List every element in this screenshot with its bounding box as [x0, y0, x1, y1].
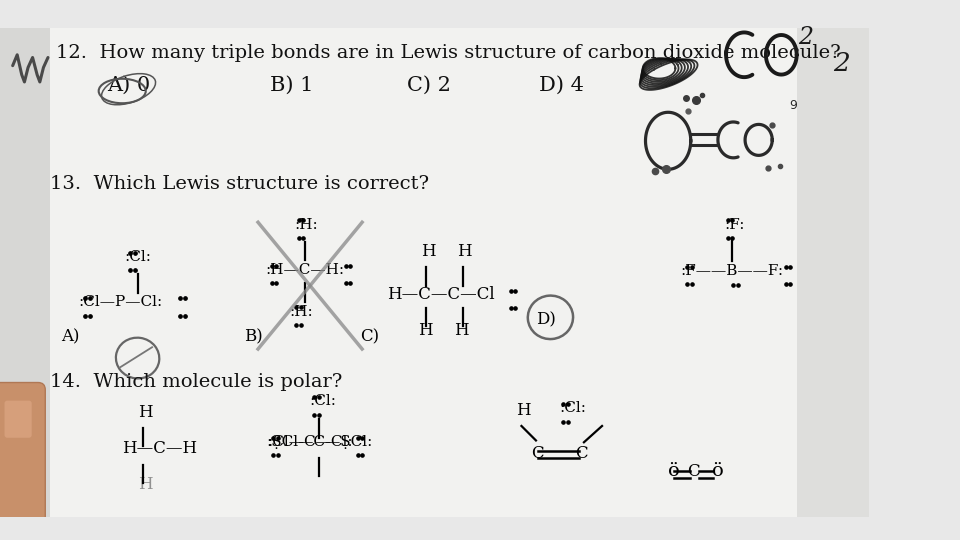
Text: C): C) [360, 329, 379, 346]
Text: :F:: :F: [724, 218, 745, 232]
Text: :Cl:: :Cl: [310, 394, 337, 408]
Text: 13.  Which Lewis structure is correct?: 13. Which Lewis structure is correct? [50, 175, 429, 193]
Text: H: H [419, 322, 433, 340]
Text: 12.  How many triple bonds are in Lewis structure of carbon dioxide molecule?: 12. How many triple bonds are in Lewis s… [56, 44, 841, 62]
Text: A) 0: A) 0 [107, 76, 150, 95]
Text: :H:: :H: [290, 305, 314, 319]
Text: C: C [575, 444, 588, 462]
Text: :Cl—P—Cl:: :Cl—P—Cl: [79, 295, 163, 309]
Text: H: H [457, 243, 471, 260]
Text: C: C [532, 444, 544, 462]
Text: ,: , [763, 32, 769, 50]
Text: :H:: :H: [294, 218, 318, 232]
Text: C: C [687, 463, 700, 480]
Text: :F——B——F:: :F——B——F: [681, 264, 784, 278]
FancyBboxPatch shape [5, 401, 32, 438]
Text: D) 4: D) 4 [539, 76, 584, 95]
Text: H: H [137, 476, 153, 494]
Text: :Cl:: :Cl: [124, 250, 151, 264]
Text: H—C—C—Cl: H—C—C—Cl [388, 286, 495, 303]
Text: 2: 2 [833, 51, 850, 76]
Text: ö: ö [668, 462, 680, 480]
Text: H: H [137, 404, 153, 421]
Text: C) 2: C) 2 [407, 76, 451, 95]
Text: :Cl—C—Cl:: :Cl—C—Cl: [267, 435, 352, 449]
Text: A): A) [61, 329, 80, 346]
Text: :H—C—H:: :H—C—H: [265, 263, 345, 277]
Text: :Cl:: :Cl: [560, 401, 587, 415]
Text: H: H [516, 402, 531, 419]
Bar [0, 28, 50, 516]
Bar [797, 28, 869, 516]
Text: 2: 2 [799, 26, 813, 49]
Text: H—C—H: H—C—H [122, 440, 198, 457]
Text: :ṢCl—C—ṢCl:: :ṢCl—C—ṢCl: [266, 435, 372, 449]
FancyBboxPatch shape [0, 382, 45, 524]
Text: H: H [454, 322, 469, 340]
Text: ö: ö [711, 462, 723, 480]
Text: 14.  Which molecule is polar?: 14. Which molecule is polar? [50, 373, 342, 391]
Text: B) 1: B) 1 [270, 76, 313, 95]
Text: D): D) [536, 312, 556, 328]
Text: H: H [421, 243, 436, 260]
Text: 9: 9 [789, 99, 798, 112]
Text: B): B) [245, 329, 263, 346]
